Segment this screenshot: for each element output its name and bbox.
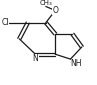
Text: NH: NH [70,59,82,68]
Text: Cl: Cl [1,18,9,27]
Text: CH₃: CH₃ [39,0,52,6]
Text: O: O [52,6,58,15]
Text: N: N [32,54,38,63]
